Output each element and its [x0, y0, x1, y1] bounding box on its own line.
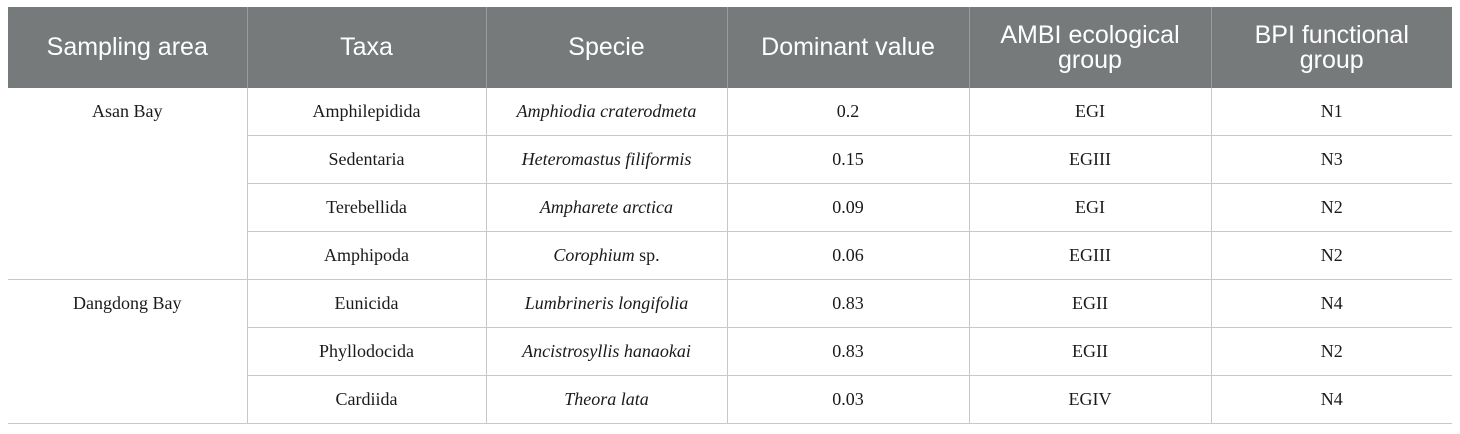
specie-cell: Ampharete arctica — [485, 183, 727, 232]
taxa-cell: Sedentaria — [246, 135, 486, 184]
dominant-value-cell: 0.06 — [726, 231, 969, 280]
specie-cell: Ancistrosyllis hanaokai — [485, 327, 727, 376]
table-container: Sampling area Taxa Specie Dominant value… — [8, 7, 1452, 424]
table-row: Dangdong Bay Eunicida Lumbrineris longif… — [8, 279, 1452, 424]
specie-name: Heteromastus filiformis — [521, 149, 692, 169]
header-specie: Specie — [485, 7, 727, 88]
dominant-value-cell: 0.15 — [726, 135, 969, 184]
header-bpi-functional-group: BPI functional group — [1210, 7, 1452, 88]
table-row: Cardiida Theora lata 0.03 EGIV N4 — [8, 375, 1452, 424]
sampling-area-cell: Asan Bay — [8, 88, 247, 280]
header-sampling-area: Sampling area — [8, 7, 247, 88]
specie-cell: Heteromastus filiformis — [485, 135, 727, 184]
ambi-group-cell: EGII — [968, 279, 1211, 328]
header-ambi-ecological-group: AMBI ecological group — [968, 7, 1211, 88]
specie-cell: Corophium sp. — [485, 231, 727, 280]
dominant-value-cell: 0.2 — [726, 88, 969, 136]
table-body: Asan Bay Amphilepidida Amphiodia cratero… — [8, 88, 1452, 424]
specie-name: Amphiodia craterodmeta — [516, 101, 697, 121]
bpi-group-cell: N3 — [1210, 135, 1452, 184]
ambi-group-cell: EGI — [968, 88, 1211, 136]
specie-name: Corophium — [553, 245, 635, 265]
bpi-group-cell: N4 — [1210, 375, 1452, 424]
dominant-value-cell: 0.83 — [726, 279, 969, 328]
specie-name: Ampharete arctica — [539, 197, 674, 217]
species-table: Sampling area Taxa Specie Dominant value… — [8, 7, 1452, 424]
table-row: Phyllodocida Ancistrosyllis hanaokai 0.8… — [8, 327, 1452, 376]
bpi-group-cell: N2 — [1210, 231, 1452, 280]
table-header: Sampling area Taxa Specie Dominant value… — [8, 7, 1452, 88]
specie-name: Ancistrosyllis hanaokai — [522, 341, 691, 361]
header-row: Sampling area Taxa Specie Dominant value… — [8, 7, 1452, 88]
bpi-group-cell: N1 — [1210, 88, 1452, 136]
taxa-cell: Amphipoda — [246, 231, 486, 280]
specie-name: Theora lata — [564, 389, 649, 409]
table-row: Asan Bay Amphilepidida Amphiodia cratero… — [8, 88, 1452, 280]
bpi-group-cell: N2 — [1210, 183, 1452, 232]
specie-name: Lumbrineris longifolia — [524, 293, 689, 313]
ambi-group-cell: EGIII — [968, 135, 1211, 184]
sampling-area-cell: Dangdong Bay — [8, 279, 247, 424]
table-row: Sedentaria Heteromastus filiformis 0.15 … — [8, 135, 1452, 184]
ambi-group-cell: EGII — [968, 327, 1211, 376]
taxa-cell: Amphilepidida — [246, 88, 486, 136]
header-dominant-value: Dominant value — [726, 7, 969, 88]
header-taxa: Taxa — [246, 7, 486, 88]
table-row: Terebellida Ampharete arctica 0.09 EGI N… — [8, 183, 1452, 232]
bpi-group-cell: N4 — [1210, 279, 1452, 328]
dominant-value-cell: 0.83 — [726, 327, 969, 376]
specie-cell: Lumbrineris longifolia — [485, 279, 727, 328]
ambi-group-cell: EGIV — [968, 375, 1211, 424]
ambi-group-cell: EGIII — [968, 231, 1211, 280]
specie-cell: Theora lata — [485, 375, 727, 424]
ambi-group-cell: EGI — [968, 183, 1211, 232]
dominant-value-cell: 0.03 — [726, 375, 969, 424]
taxa-cell: Cardiida — [246, 375, 486, 424]
specie-suffix: sp. — [634, 245, 660, 265]
taxa-cell: Phyllodocida — [246, 327, 486, 376]
dominant-value-cell: 0.09 — [726, 183, 969, 232]
bpi-group-cell: N2 — [1210, 327, 1452, 376]
taxa-cell: Terebellida — [246, 183, 486, 232]
specie-cell: Amphiodia craterodmeta — [485, 88, 727, 136]
taxa-cell: Eunicida — [246, 279, 486, 328]
table-row: Amphipoda Corophium sp. 0.06 EGIII N2 — [8, 231, 1452, 280]
